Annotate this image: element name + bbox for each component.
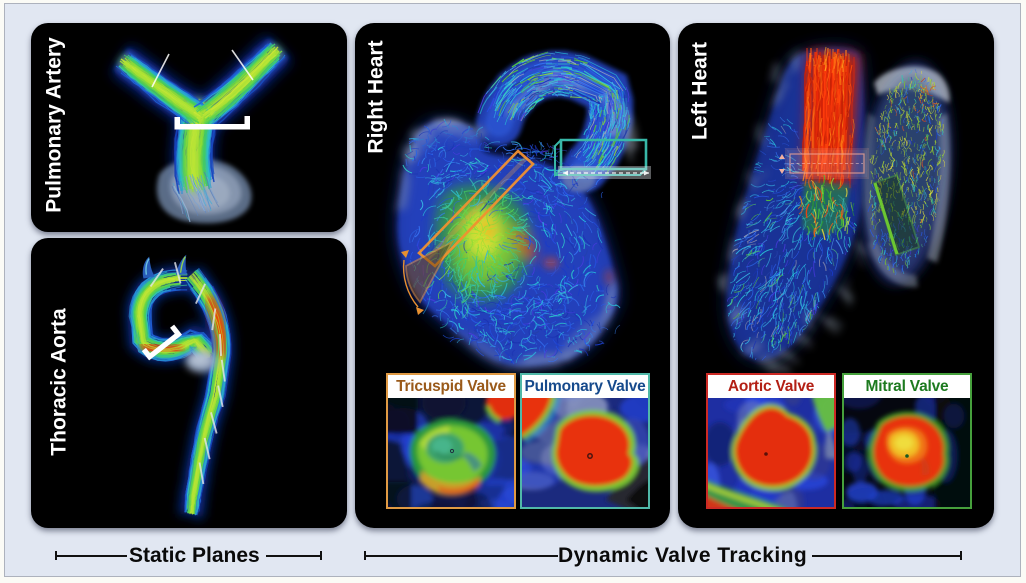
svg-text:Left Heart: Left Heart bbox=[688, 41, 711, 139]
svg-text:Pulmonary Artery: Pulmonary Artery bbox=[43, 37, 66, 213]
svg-text:Thoracic Aorta: Thoracic Aorta bbox=[48, 308, 71, 456]
svg-text:Right Heart: Right Heart bbox=[365, 40, 388, 153]
